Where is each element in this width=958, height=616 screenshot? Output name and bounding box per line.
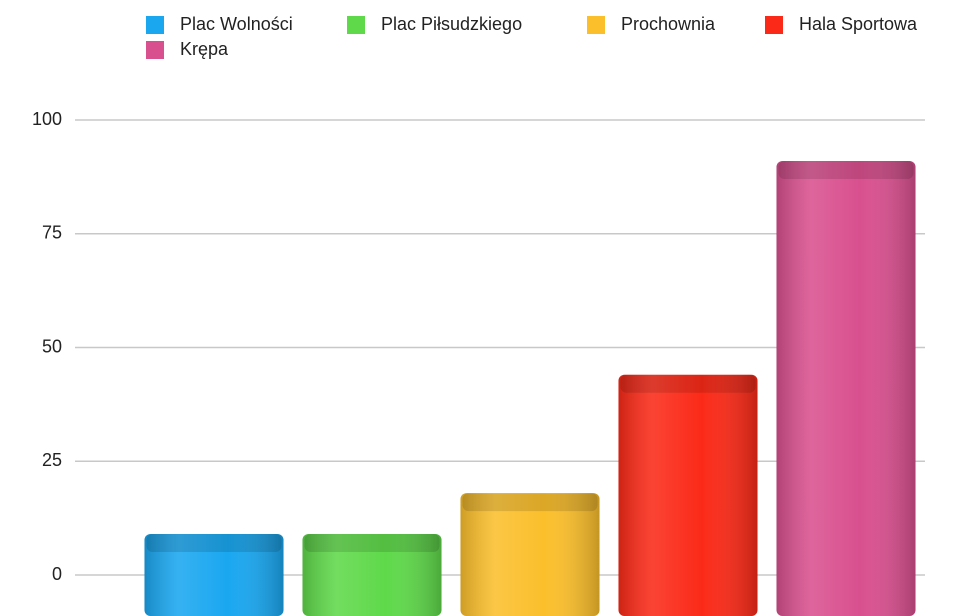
bar-cap: [778, 160, 914, 179]
y-tick-label: 75: [42, 223, 62, 243]
bar-shade: [618, 374, 758, 616]
legend-label: Plac Piłsudzkiego: [381, 14, 522, 34]
y-tick-label: 0: [52, 564, 62, 584]
bar-shade: [144, 534, 284, 616]
y-tick-label: 100: [32, 109, 62, 129]
bar-cap: [620, 374, 756, 393]
legend-swatch: [146, 41, 164, 59]
legend-swatch: [347, 16, 365, 34]
legend-label: Plac Wolności: [180, 14, 293, 34]
bar-shade: [776, 160, 916, 616]
legend-swatch: [765, 16, 783, 34]
bar-cap: [462, 493, 598, 512]
legend-label: Prochownia: [621, 14, 716, 34]
bar-cap: [304, 534, 440, 553]
bar-cap: [146, 534, 282, 553]
legend-swatch: [146, 16, 164, 34]
bar-shade: [460, 493, 600, 616]
legend-label: Krępa: [180, 39, 229, 59]
bar-shade: [302, 534, 442, 616]
y-tick-label: 50: [42, 336, 62, 356]
y-tick-label: 25: [42, 450, 62, 470]
legend-label: Hala Sportowa: [799, 14, 918, 34]
legend-swatch: [587, 16, 605, 34]
